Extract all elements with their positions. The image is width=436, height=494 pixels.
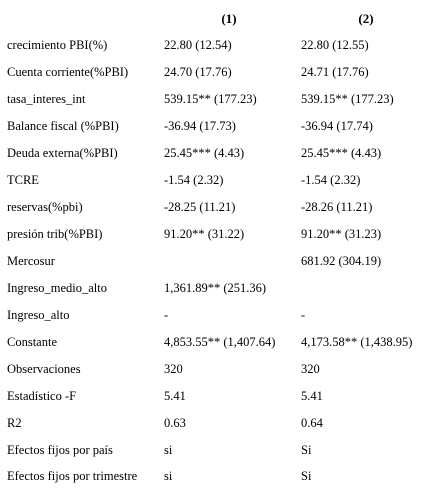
row-value-col1: 91.20** (31.22) bbox=[164, 227, 245, 241]
row-value-col1: 0.63 bbox=[164, 416, 186, 430]
table-row: crecimiento PBI(%) 22.80 (12.54) 22.80 (… bbox=[0, 36, 436, 54]
row-label: presión trib(%PBI) bbox=[7, 227, 103, 241]
row-label: Cuenta corriente(%PBI) bbox=[7, 65, 129, 79]
row-label: Efectos fijos por trimestre bbox=[7, 469, 138, 483]
row-value-col2: -36.94 (17.74) bbox=[301, 119, 373, 133]
row-label: Observaciones bbox=[7, 362, 81, 376]
row-value-col2: 5.41 bbox=[301, 389, 323, 403]
row-value-col1: 1,361.89** (251.36) bbox=[164, 281, 267, 295]
row-label: crecimiento PBI(%) bbox=[7, 38, 108, 52]
row-label: R2 bbox=[7, 416, 22, 430]
row-label: Ingreso_medio_alto bbox=[7, 281, 107, 295]
table-row: Efectos fijos por país si Si bbox=[0, 441, 436, 459]
row-value-col1: si bbox=[164, 469, 173, 483]
row-value-col2: 24.71 (17.76) bbox=[301, 65, 369, 79]
row-value-col2: 25.45*** (4.43) bbox=[301, 146, 382, 160]
row-label: Mercosur bbox=[7, 254, 55, 268]
row-value-col1: 4,853.55** (1,407.64) bbox=[164, 335, 276, 349]
row-label: Constante bbox=[7, 335, 57, 349]
row-value-col2: 4,173.58** (1,438.95) bbox=[301, 335, 413, 349]
row-value-col2: Si bbox=[301, 469, 312, 483]
row-label: TCRE bbox=[7, 173, 39, 187]
row-value-col2: 91.20** (31.23) bbox=[301, 227, 382, 241]
row-value-col1: 22.80 (12.54) bbox=[164, 38, 232, 52]
row-value-col2: 681.92 (304.19) bbox=[301, 254, 382, 268]
table-row: Balance fiscal (%PBI) -36.94 (17.73) -36… bbox=[0, 117, 436, 135]
row-label: reservas(%pbi) bbox=[7, 200, 83, 214]
row-value-col1: -36.94 (17.73) bbox=[164, 119, 236, 133]
row-value-col2: - bbox=[301, 308, 306, 322]
row-value-col1: - bbox=[164, 308, 169, 322]
row-value-col2: 22.80 (12.55) bbox=[301, 38, 369, 52]
row-value-col2: 0.64 bbox=[301, 416, 323, 430]
table-row: Ingreso_medio_alto 1,361.89** (251.36) bbox=[0, 279, 436, 297]
table-row: Deuda externa(%PBI) 25.45*** (4.43) 25.4… bbox=[0, 144, 436, 162]
table-row: Estadístico -F 5.41 5.41 bbox=[0, 387, 436, 405]
table-row: Cuenta corriente(%PBI) 24.70 (17.76) 24.… bbox=[0, 63, 436, 81]
table-row: Efectos fijos por trimestre si Si bbox=[0, 467, 436, 485]
row-value-col1: si bbox=[164, 443, 173, 457]
table-row: reservas(%pbi) -28.25 (11.21) -28.26 (11… bbox=[0, 198, 436, 216]
row-value-col1: 320 bbox=[164, 362, 183, 376]
table-row: Mercosur 681.92 (304.19) bbox=[0, 252, 436, 270]
row-value-col2: Si bbox=[301, 443, 312, 457]
table-row: Ingreso_alto - - bbox=[0, 306, 436, 324]
column-header-2: (2) bbox=[358, 11, 374, 26]
row-value-col1: 539.15** (177.23) bbox=[164, 92, 257, 106]
row-label: Estadístico -F bbox=[7, 389, 77, 403]
table-row: R2 0.63 0.64 bbox=[0, 414, 436, 432]
table-row: Observaciones 320 320 bbox=[0, 360, 436, 378]
row-value-col2: 539.15** (177.23) bbox=[301, 92, 394, 106]
row-value-col2: 320 bbox=[301, 362, 320, 376]
table-row: tasa_interes_int 539.15** (177.23) 539.1… bbox=[0, 90, 436, 108]
row-value-col1: -1.54 (2.32) bbox=[164, 173, 224, 187]
table-row: presión trib(%PBI) 91.20** (31.22) 91.20… bbox=[0, 225, 436, 243]
row-value-col2: -1.54 (2.32) bbox=[301, 173, 361, 187]
table-row: TCRE -1.54 (2.32) -1.54 (2.32) bbox=[0, 171, 436, 189]
row-label: Ingreso_alto bbox=[7, 308, 70, 322]
row-label: Deuda externa(%PBI) bbox=[7, 146, 118, 160]
row-value-col1: -28.25 (11.21) bbox=[164, 200, 236, 214]
row-value-col1: 24.70 (17.76) bbox=[164, 65, 232, 79]
column-header-1: (1) bbox=[221, 11, 237, 26]
row-value-col2: -28.26 (11.21) bbox=[301, 200, 373, 214]
row-label: tasa_interes_int bbox=[7, 92, 86, 106]
table-row: Constante 4,853.55** (1,407.64) 4,173.58… bbox=[0, 333, 436, 351]
row-label: Efectos fijos por país bbox=[7, 443, 113, 457]
row-value-col1: 5.41 bbox=[164, 389, 186, 403]
row-value-col1: 25.45*** (4.43) bbox=[164, 146, 245, 160]
row-label: Balance fiscal (%PBI) bbox=[7, 119, 119, 133]
